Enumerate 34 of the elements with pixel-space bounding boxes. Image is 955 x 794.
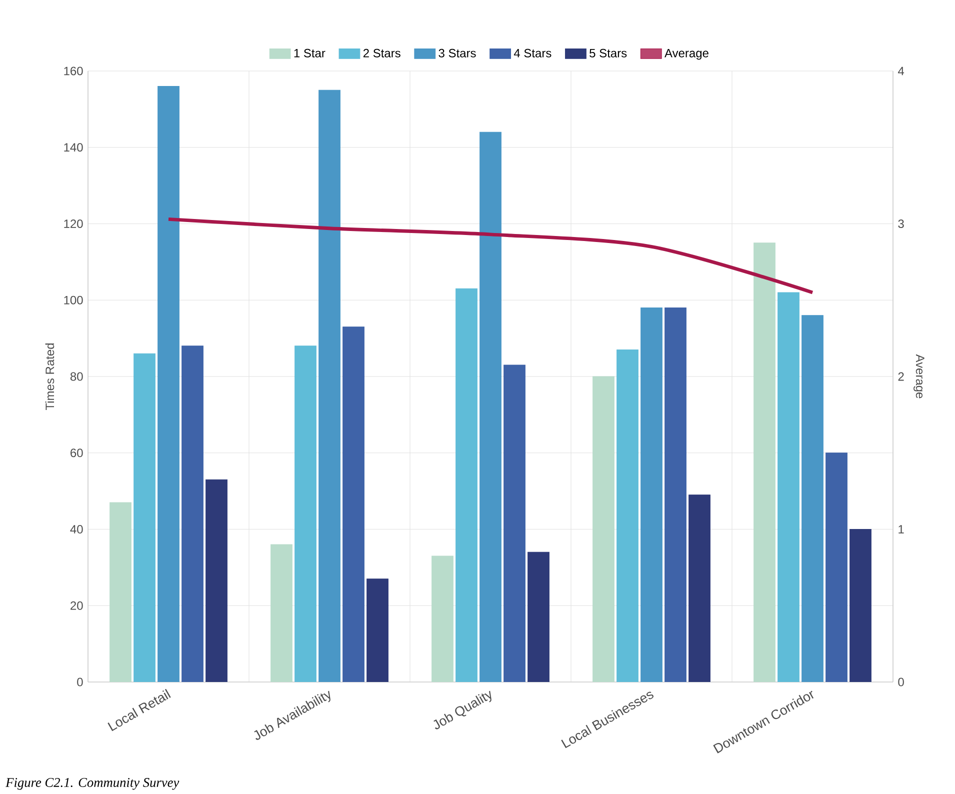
y-tick-label: 60: [70, 448, 83, 458]
legend-label: 5 Stars: [590, 48, 627, 58]
line-series: [166, 217, 814, 294]
legend-label: 3 Stars: [438, 48, 476, 58]
y2-tick-label: 2: [898, 372, 904, 381]
y-tick-label: 140: [64, 143, 83, 152]
bar: [342, 326, 364, 682]
y-tick-label: 120: [64, 219, 83, 228]
y2-tick-label: 1: [898, 525, 904, 534]
bar: [504, 364, 526, 682]
bar: [826, 452, 848, 682]
y2-axis-title: Average: [914, 354, 924, 398]
y-tick-label: 0: [77, 678, 83, 686]
legend-label: 2 Stars: [363, 48, 400, 58]
legend-label: Average: [664, 48, 708, 60]
y-tick-label: 80: [70, 372, 83, 381]
y-axis-title: Times Rated: [45, 344, 54, 410]
y2-tick-label: 3: [898, 219, 904, 228]
caption: Figure C2.1. Community Survey: [6, 778, 180, 790]
bar: [318, 90, 340, 682]
bar: [158, 86, 180, 682]
y2-tick-label: 4: [898, 66, 904, 76]
bar: [640, 307, 662, 682]
bar: [480, 132, 502, 682]
y-tick-label: 20: [70, 601, 83, 610]
legend-label: 1 Star: [294, 48, 326, 58]
bar: [802, 315, 824, 682]
y-tick-label: 40: [70, 524, 83, 534]
bar: [182, 346, 204, 682]
legend-label: 4 Stars: [514, 48, 552, 58]
y-tick-label: 160: [64, 66, 83, 76]
y-tick-label: 100: [64, 296, 83, 304]
bar: [664, 307, 686, 682]
y2-tick-label: 0: [898, 678, 904, 686]
